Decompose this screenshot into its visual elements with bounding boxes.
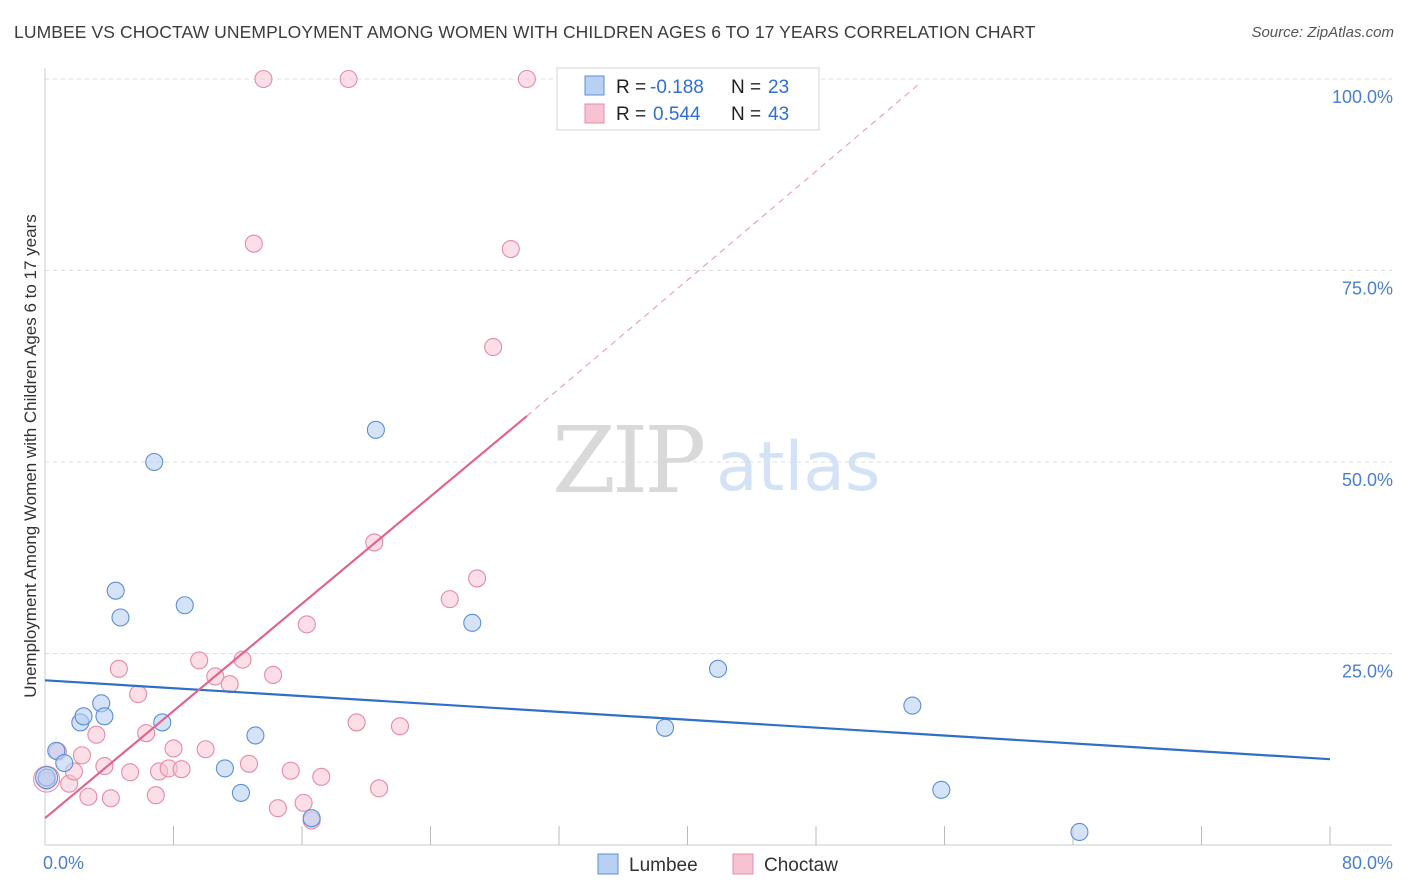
- choctaw-point: [440, 590, 459, 609]
- choctaw-point: [172, 760, 191, 779]
- grid-lines: [45, 78, 1392, 654]
- lumbee-point: [74, 707, 93, 726]
- choctaw-point: [87, 725, 106, 744]
- lumbee-point: [655, 718, 675, 737]
- choctaw-point: [468, 569, 487, 588]
- choctaw-trend-extension: [526, 82, 921, 417]
- legend-choctaw-r-value: 0.544: [653, 104, 701, 125]
- y-tick-label: 75.0%: [1342, 279, 1393, 299]
- choctaw-point: [517, 69, 536, 89]
- choctaw-point: [239, 754, 259, 773]
- watermark-atlas: atlas: [716, 428, 880, 507]
- choctaw-point: [312, 767, 331, 786]
- choctaw-point: [79, 787, 98, 806]
- lumbee-point: [37, 768, 56, 787]
- legend-lumbee-r-value: -0.188: [650, 77, 704, 98]
- choctaw-point: [390, 717, 410, 736]
- lumbee-point: [463, 613, 482, 632]
- lumbee-point: [111, 608, 130, 627]
- y-tick-labels: 100.0% 75.0% 50.0% 25.0%: [1332, 87, 1393, 682]
- axes: [44, 68, 1392, 846]
- choctaw-point: [164, 739, 183, 758]
- lumbee-point: [215, 759, 234, 778]
- legend-lumbee-r-label: R =: [616, 77, 646, 98]
- legend-choctaw-n-label: N =: [731, 104, 761, 125]
- trend-lines: [44, 82, 1331, 820]
- choctaw-trend-line: [44, 415, 528, 820]
- choctaw-point: [121, 763, 140, 782]
- bottom-legend-lumbee-swatch: [597, 853, 619, 875]
- source-label: Source: ZipAtlas.com: [1251, 24, 1394, 41]
- bottom-legend-lumbee-label: Lumbee: [629, 855, 698, 876]
- choctaw-point: [72, 746, 91, 765]
- choctaw-point: [264, 665, 283, 684]
- lumbee-point: [302, 809, 321, 828]
- y-tick-label: 25.0%: [1342, 662, 1393, 682]
- choctaw-point: [220, 675, 239, 694]
- lumbee-point: [95, 707, 114, 726]
- choctaw-point: [484, 338, 503, 357]
- choctaw-point: [254, 69, 273, 89]
- lumbee-trend-line: [44, 679, 1331, 761]
- legend-lumbee-n-value: 23: [768, 77, 789, 98]
- choctaw-point: [146, 786, 165, 805]
- lumbee-point: [145, 452, 164, 472]
- lumbee-point: [106, 581, 125, 600]
- choctaw-point: [294, 793, 313, 812]
- chart-title: LUMBEE VS CHOCTAW UNEMPLOYMENT AMONG WOM…: [14, 22, 1036, 42]
- legend-choctaw-swatch: [584, 103, 605, 124]
- lumbee-point: [366, 420, 385, 439]
- choctaw-point: [501, 240, 520, 259]
- lumbee-point: [55, 753, 74, 773]
- bottom-legend-choctaw-label: Choctaw: [764, 855, 838, 876]
- legend-choctaw-r-label: R =: [616, 104, 646, 125]
- choctaw-point: [95, 757, 114, 776]
- choctaw-point: [347, 713, 366, 732]
- watermark-zip: ZIP: [552, 407, 703, 514]
- lumbee-point: [903, 696, 922, 715]
- legend-lumbee-n-label: N =: [731, 77, 761, 98]
- watermark: ZIP atlas: [552, 407, 880, 514]
- legend-choctaw-n-value: 43: [768, 104, 789, 125]
- series-legend: Lumbee Choctaw: [597, 853, 838, 876]
- x-tick-labels: 0.0% 80.0%: [43, 853, 1393, 873]
- choctaw-point: [339, 69, 358, 89]
- choctaw-point: [370, 779, 389, 798]
- lumbee-point: [1070, 822, 1089, 842]
- choctaw-point: [109, 659, 128, 678]
- choctaw-point: [190, 651, 209, 670]
- y-tick-label: 50.0%: [1342, 470, 1393, 490]
- choctaw-point: [281, 761, 300, 780]
- lumbee-point: [175, 596, 194, 615]
- lumbee-point-cluster: [35, 766, 59, 790]
- x-tick-label: 0.0%: [43, 853, 84, 873]
- bottom-legend-choctaw-swatch: [732, 853, 754, 875]
- lumbee-point: [708, 659, 728, 678]
- choctaw-point: [297, 615, 316, 634]
- choctaw-point: [244, 234, 263, 253]
- y-tick-label: 100.0%: [1332, 87, 1393, 107]
- correlation-legend: R = -0.188 N = 23 R = 0.544 N = 43: [556, 67, 820, 131]
- choctaw-point: [129, 685, 148, 704]
- lumbee-point: [231, 783, 251, 802]
- choctaw-point: [196, 740, 215, 759]
- y-axis-label: Unemployment Among Women with Children A…: [21, 214, 40, 698]
- legend-lumbee-swatch: [584, 75, 605, 96]
- x-tick-label: 80.0%: [1342, 853, 1393, 873]
- lumbee-point: [932, 780, 951, 799]
- lumbee-point: [246, 726, 265, 745]
- choctaw-point: [268, 799, 287, 818]
- choctaw-point: [101, 789, 120, 808]
